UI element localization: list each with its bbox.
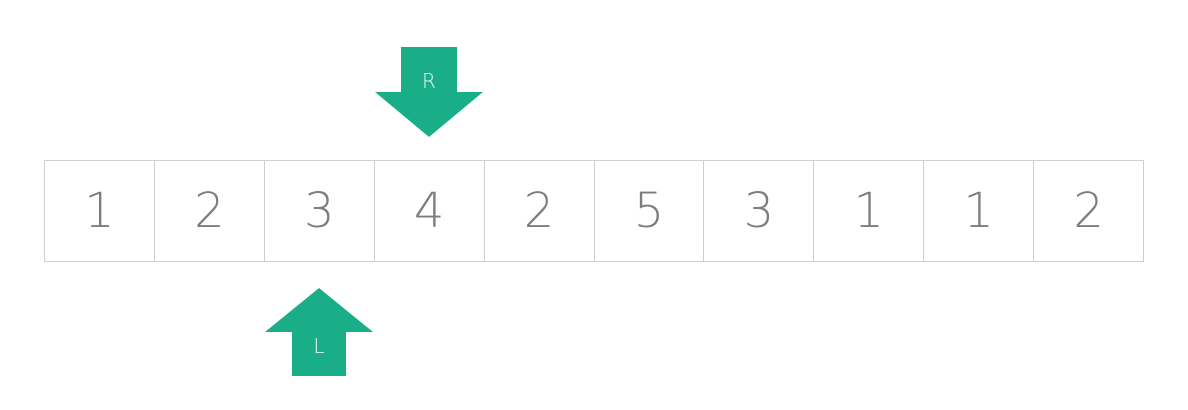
array-cell: 1 (814, 161, 925, 261)
array-cell: 1 (45, 161, 155, 261)
right-pointer-arrow: R (375, 47, 483, 137)
array-cell: 4 (375, 161, 485, 261)
left-pointer-label: L (313, 334, 325, 358)
down-arrow-icon (375, 47, 483, 137)
left-pointer-arrow: L (265, 288, 373, 378)
up-arrow-icon (265, 288, 373, 376)
array-cell: 5 (595, 161, 705, 261)
array-cell: 3 (265, 161, 375, 261)
left-pointer-shape (265, 288, 373, 376)
array-cell: 3 (704, 161, 815, 261)
right-pointer-label: R (422, 69, 436, 93)
array-cell: 2 (485, 161, 595, 261)
right-pointer-shape (375, 47, 483, 137)
array-cell: 2 (155, 161, 265, 261)
number-array: 1 2 3 4 2 5 3 1 1 2 (44, 160, 1144, 262)
array-cell: 2 (1073, 183, 1104, 239)
array-cell: 1 (924, 161, 1035, 261)
